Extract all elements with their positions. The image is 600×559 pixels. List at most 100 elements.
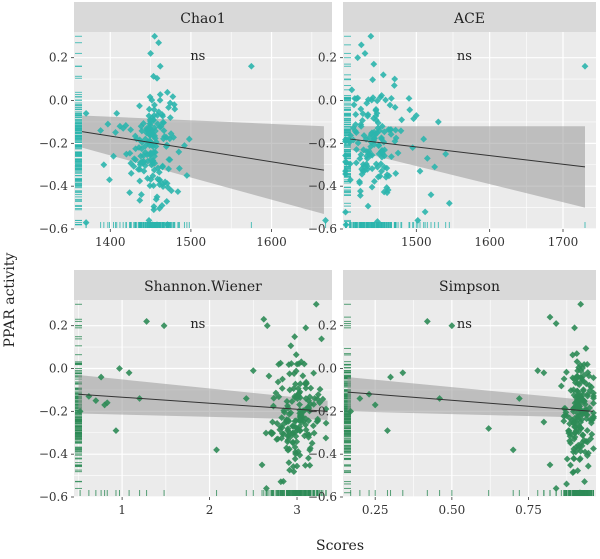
data-point	[144, 175, 151, 182]
data-point	[122, 122, 130, 129]
data-point	[552, 320, 560, 327]
data-point	[156, 205, 163, 212]
data-point	[161, 133, 169, 140]
data-point	[579, 431, 587, 439]
data-point	[485, 425, 493, 432]
data-point	[138, 145, 146, 153]
data-point	[140, 152, 147, 160]
data-point	[552, 485, 560, 492]
data-point	[171, 105, 179, 113]
data-point	[374, 173, 382, 181]
data-point	[380, 128, 388, 136]
data-point	[291, 455, 299, 463]
data-point	[305, 433, 312, 441]
data-point	[370, 60, 378, 68]
data-point	[110, 152, 117, 160]
data-point	[563, 455, 571, 463]
data-point	[291, 417, 299, 425]
data-point	[566, 420, 574, 428]
data-point	[145, 217, 153, 224]
data-point	[148, 96, 156, 104]
data-point	[576, 442, 583, 450]
data-point	[297, 410, 305, 418]
y-tick-label: 0.2	[318, 319, 337, 333]
data-point	[286, 386, 294, 394]
data-point	[565, 427, 572, 435]
y-tick-label: −0.2	[39, 404, 68, 418]
data-point	[368, 183, 376, 191]
data-point	[147, 150, 155, 158]
data-point	[515, 395, 523, 402]
data-point	[156, 177, 163, 184]
data-point	[566, 437, 574, 445]
data-point	[175, 165, 183, 172]
data-point	[573, 373, 581, 381]
data-point	[185, 135, 193, 143]
data-point	[567, 461, 574, 469]
data-point	[372, 116, 380, 124]
facet-title: Chao1	[180, 11, 225, 27]
data-point	[509, 446, 517, 454]
data-point	[263, 322, 271, 330]
data-point	[364, 112, 372, 120]
data-point	[291, 429, 299, 437]
data-point	[372, 105, 380, 113]
regression-line	[78, 393, 328, 412]
data-point	[570, 468, 578, 476]
data-point	[434, 118, 442, 126]
data-point	[590, 392, 597, 400]
data-point	[85, 392, 93, 400]
data-point	[213, 446, 220, 454]
data-point	[136, 177, 144, 185]
confidence-band	[350, 126, 585, 208]
facet-strip	[343, 2, 596, 32]
data-point	[346, 176, 354, 184]
data-point	[374, 124, 382, 132]
data-point	[578, 396, 586, 404]
data-point	[352, 159, 360, 167]
data-point	[292, 351, 300, 359]
data-point	[387, 95, 395, 102]
data-point	[356, 179, 364, 187]
data-point	[301, 461, 309, 469]
data-point	[307, 384, 315, 392]
data-point	[174, 188, 182, 196]
data-point	[302, 421, 309, 429]
significance-label: ns	[457, 317, 472, 332]
data-point	[166, 135, 174, 143]
data-point	[159, 162, 167, 170]
x-tick-label: 2	[206, 503, 214, 517]
data-point	[308, 439, 316, 447]
data-point	[572, 443, 580, 451]
data-point	[126, 149, 134, 157]
data-point	[156, 96, 164, 104]
data-point	[138, 127, 146, 135]
data-point	[583, 427, 591, 434]
data-point	[397, 127, 405, 135]
data-point	[357, 187, 364, 195]
data-point	[378, 167, 385, 175]
x-tick-label: 1600	[256, 235, 287, 249]
data-point	[356, 155, 364, 163]
data-point	[161, 178, 169, 186]
data-point	[356, 192, 364, 199]
y-tick-label: −0.4	[308, 447, 338, 461]
data-point	[123, 150, 130, 158]
data-point	[145, 124, 153, 132]
data-point	[116, 365, 123, 372]
data-point	[153, 74, 161, 82]
data-point	[149, 172, 157, 180]
data-point	[279, 375, 286, 383]
data-point	[147, 117, 154, 125]
data-point	[150, 182, 157, 189]
data-point	[391, 75, 399, 83]
data-point	[310, 429, 318, 437]
data-point	[136, 102, 143, 110]
data-point	[368, 96, 376, 104]
data-point	[302, 324, 310, 332]
y-tick-label: −0.2	[308, 404, 337, 418]
data-point	[125, 369, 133, 377]
data-point	[383, 184, 391, 191]
data-point	[367, 32, 375, 40]
panel-ace: ACE ns −0.6 −0.4 −0.2 0.0 0.2 1500 1600 1700	[308, 2, 596, 249]
